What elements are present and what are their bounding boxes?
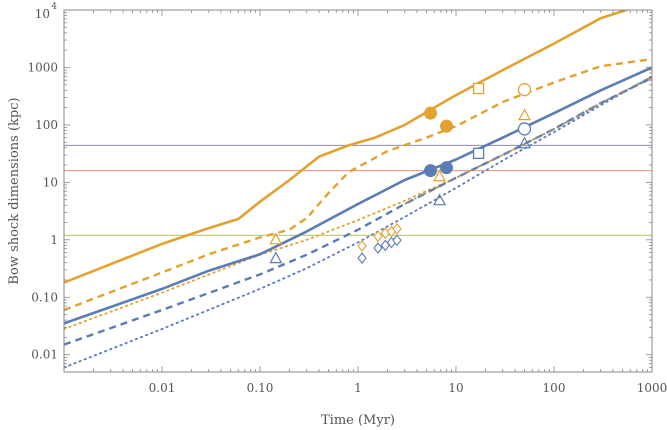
- series-lines: [64, 10, 652, 369]
- point-triangle-open-7: [433, 169, 447, 182]
- reference-lines: [64, 144, 652, 236]
- point-diamond-open-23: [392, 234, 402, 247]
- y-tick-label: 10: [43, 175, 58, 189]
- point-diamond-open-14: [357, 240, 367, 252]
- point-triangle-open-6: [517, 108, 532, 121]
- x-tick-label: 0.10: [247, 381, 274, 395]
- x-tick-label: 100: [543, 381, 566, 395]
- y-tick-label: 0.10: [31, 290, 58, 304]
- y-tick-label: 100: [35, 118, 58, 132]
- point-diamond-open-19: [357, 252, 367, 264]
- point-triangle-open-13: [269, 251, 283, 264]
- x-axis-label: Time (Myr): [321, 413, 395, 428]
- x-tick-label: 1: [354, 381, 362, 395]
- y-tick-label: 1000: [27, 60, 58, 74]
- point-diamond-open-15: [373, 230, 383, 243]
- point-triangle-open-8: [269, 232, 283, 245]
- y-tick-label: 1: [50, 233, 58, 247]
- point-circle-filled-0: [424, 106, 438, 120]
- data-points: [269, 82, 532, 264]
- plot-border: [63, 9, 653, 373]
- point-diamond-open-18: [392, 222, 402, 235]
- point-triangle-open-11: [517, 136, 532, 149]
- series-orange-dashed: [64, 57, 652, 312]
- point-diamond-open-20: [373, 242, 383, 254]
- y-tick-exponent: 4: [51, 2, 57, 12]
- point-square-open-9: [472, 147, 485, 159]
- point-circle-filled-1: [440, 119, 454, 133]
- series-blue-dashed: [64, 76, 652, 346]
- series-grey-dashdot: [404, 75, 652, 205]
- point-square-open-4: [472, 82, 485, 95]
- series-blue-solid: [64, 66, 652, 325]
- plot-frame: [63, 9, 653, 373]
- point-circle-open-10: [517, 122, 532, 136]
- y-tick-label: 0.01: [31, 348, 58, 362]
- y-axis-label: Bow shock dimensions (kpc): [7, 97, 22, 284]
- point-triangle-open-12: [433, 193, 447, 206]
- x-tick-label: 10: [448, 381, 463, 395]
- point-circle-filled-3: [440, 161, 454, 175]
- series-orange-solid: [64, 10, 631, 284]
- x-tick-label: 1000: [637, 381, 667, 395]
- point-circle-filled-2: [424, 164, 438, 178]
- x-axis-ticks: 0.01 0.10 1 10 100 1000: [63, 10, 667, 395]
- series-orange-dotted: [64, 77, 652, 330]
- series-blue-dotted: [64, 75, 652, 369]
- y-tick-label: 10: [35, 7, 50, 21]
- x-tick-label: 0.01: [149, 381, 176, 395]
- point-circle-open-5: [517, 83, 532, 97]
